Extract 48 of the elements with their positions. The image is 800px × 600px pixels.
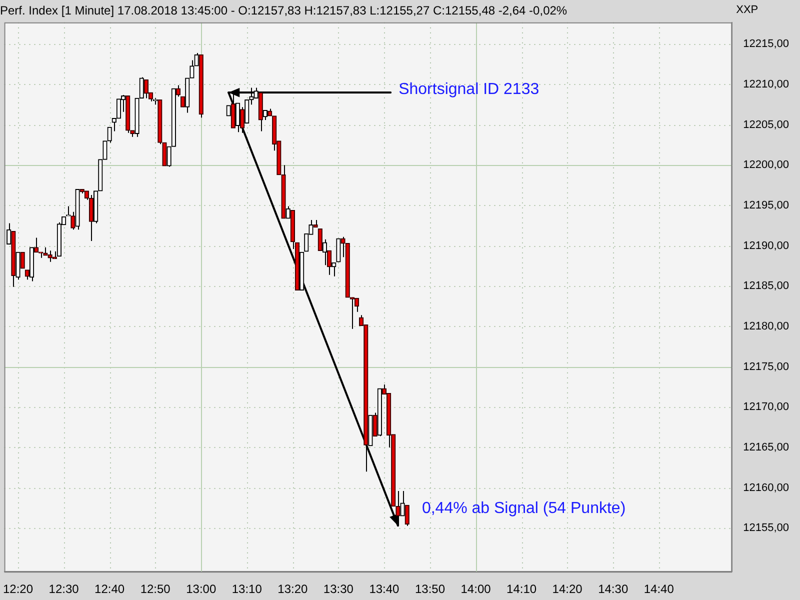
y-tick-label: 12175,00 (743, 360, 790, 373)
x-tick-label: 13:00 (186, 582, 216, 596)
y-tick-label: 12180,00 (743, 320, 790, 332)
y-tick-label: 12205,00 (743, 118, 790, 131)
candlestick (286, 206, 290, 219)
y-tick-label: 12165,00 (743, 441, 790, 454)
x-tick-label: 13:40 (369, 582, 400, 596)
x-tick-label: 14:20 (552, 582, 583, 596)
x-tick-label: 14:30 (598, 582, 628, 596)
candlestick (262, 110, 268, 120)
candlestick (88, 194, 94, 242)
candlestick (318, 228, 322, 251)
x-tick-label: 12:40 (94, 582, 125, 596)
y-tick-label: 12200,00 (743, 159, 790, 172)
y-tick-label: 12170,00 (743, 401, 790, 414)
text: XXP (736, 4, 758, 16)
x-tick-label: 12:30 (48, 582, 80, 596)
candlestick (66, 206, 71, 216)
x-tick-label: 14:40 (644, 582, 674, 596)
y-tick-label: 12190,00 (743, 240, 790, 252)
x-tick-label: 12:50 (140, 582, 171, 596)
x-tick-label: 14:10 (506, 582, 537, 596)
candlestick (116, 98, 122, 119)
candlestick (404, 504, 410, 526)
y-tick-label: 12215,00 (743, 38, 790, 50)
annotation: Shortsignal ID 2133 (398, 80, 540, 98)
y-tick-label: 12210,00 (743, 78, 790, 91)
y-tick-label: 12195,00 (743, 200, 790, 212)
candlestick (194, 52, 199, 66)
y-tick-label: 12155,00 (743, 522, 790, 534)
x-tick-label: 13:30 (323, 582, 354, 596)
y-tick-label: 12160,00 (743, 482, 790, 494)
chart-title: Perf. Index [1 Minute] 17.08.2018 13:45:00 - O:12157,83 H:12157,83 L:12155,27 C:12155,48 -2,64 -0,02% (0, 4, 568, 18)
candlestick (48, 250, 52, 262)
candlestick (322, 238, 328, 266)
x-tick-label: 14:00 (460, 582, 492, 596)
y-tick-label: 12185,00 (743, 280, 790, 292)
x-tick-label: 13:10 (232, 582, 262, 596)
candlestick (16, 252, 20, 280)
x-tick-label: 13:50 (414, 582, 446, 596)
candlestick (6, 222, 12, 245)
annotation: 0,44% ab Signal (54 Punkte) (422, 500, 626, 518)
x-tick-label: 12:20 (3, 582, 34, 596)
candlestick (144, 79, 149, 99)
x-tick-label: 13:20 (278, 582, 308, 596)
candlestick (107, 126, 112, 144)
candlestick (20, 252, 25, 269)
candlestick (166, 146, 172, 168)
